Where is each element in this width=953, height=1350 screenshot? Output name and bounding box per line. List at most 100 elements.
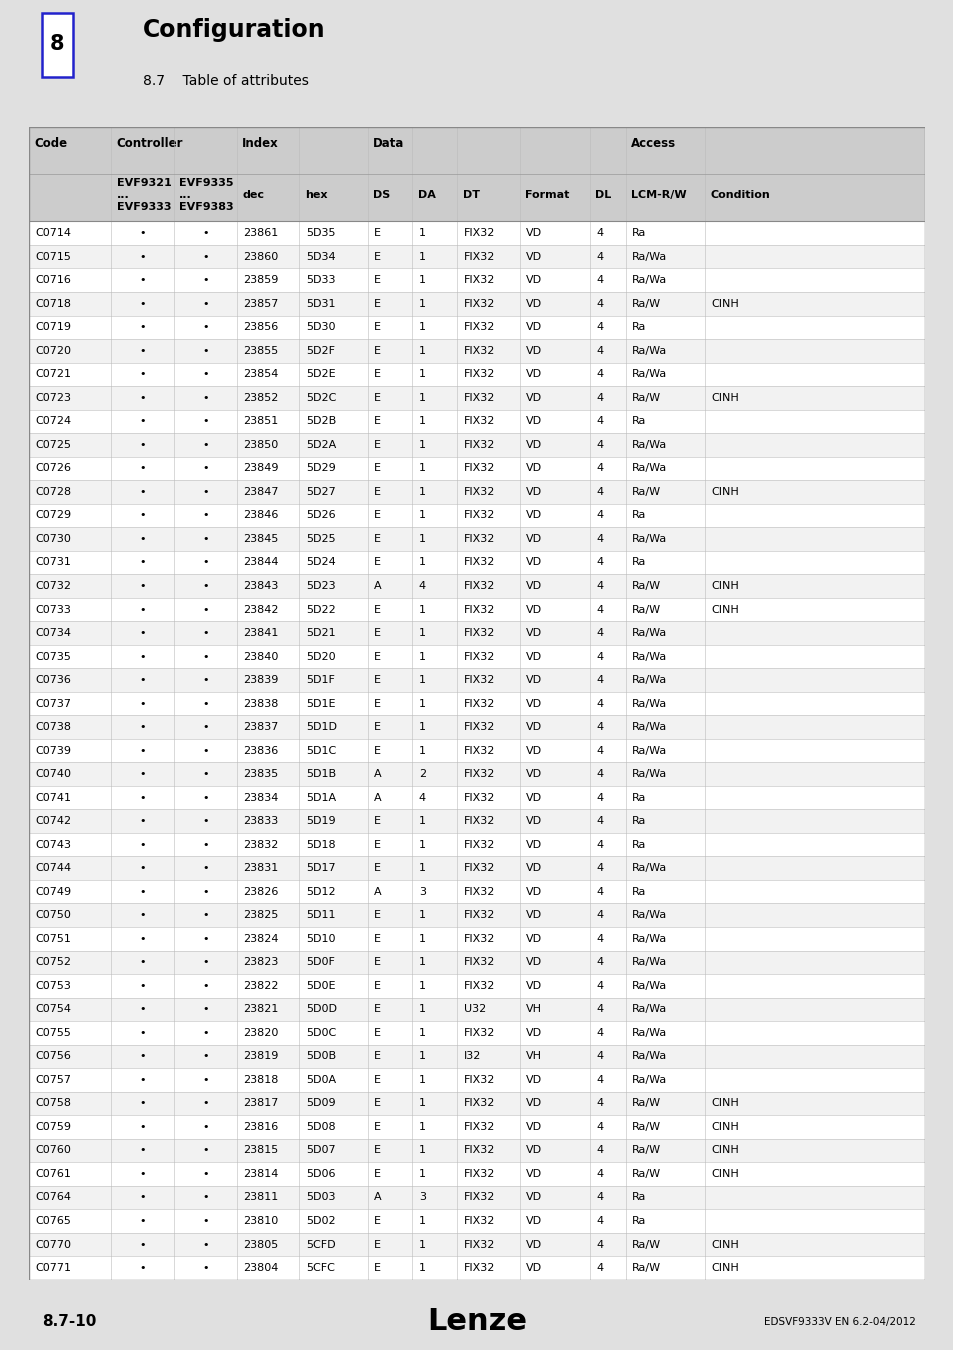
Text: 5D34: 5D34 [305, 251, 335, 262]
Text: FIX32: FIX32 [463, 981, 495, 991]
Text: C0729: C0729 [35, 510, 71, 521]
Text: CINH: CINH [710, 1169, 738, 1179]
Text: 4: 4 [596, 1099, 602, 1108]
Text: •: • [139, 1075, 146, 1085]
Text: E: E [374, 1239, 380, 1250]
Text: 5D19: 5D19 [305, 817, 335, 826]
Text: E: E [374, 745, 380, 756]
Text: FIX32: FIX32 [463, 863, 495, 873]
Text: VD: VD [526, 675, 542, 684]
Text: E: E [374, 1027, 380, 1038]
Text: FIX32: FIX32 [463, 722, 495, 732]
Text: E: E [374, 957, 380, 968]
Text: Code: Code [34, 138, 67, 150]
Text: E: E [374, 1145, 380, 1156]
Text: 1: 1 [418, 370, 425, 379]
Text: CINH: CINH [710, 1099, 738, 1108]
Text: C0728: C0728 [35, 487, 71, 497]
Text: 5D0D: 5D0D [305, 1004, 336, 1014]
Text: VD: VD [526, 1239, 542, 1250]
Text: •: • [202, 510, 209, 521]
Text: A: A [374, 887, 381, 896]
Text: 1: 1 [418, 863, 425, 873]
Text: •: • [139, 535, 146, 544]
Text: 5D17: 5D17 [305, 863, 335, 873]
Text: 23860: 23860 [243, 251, 278, 262]
Text: C0757: C0757 [35, 1075, 71, 1085]
Text: 5D0A: 5D0A [305, 1075, 335, 1085]
Text: C0755: C0755 [35, 1027, 71, 1038]
Bar [29, 481, 924, 504]
Text: •: • [202, 463, 209, 474]
Text: Data: Data [373, 138, 404, 150]
Text: •: • [202, 251, 209, 262]
Text: E: E [374, 1216, 380, 1226]
Bar [29, 856, 924, 880]
Text: FIX32: FIX32 [463, 1169, 495, 1179]
Text: FIX32: FIX32 [463, 487, 495, 497]
Bar [29, 1162, 924, 1185]
Bar [29, 833, 924, 856]
Text: •: • [202, 535, 209, 544]
Bar [29, 433, 924, 456]
Text: C0739: C0739 [35, 745, 71, 756]
Text: 5D10: 5D10 [305, 934, 335, 944]
Text: VD: VD [526, 745, 542, 756]
Text: VD: VD [526, 698, 542, 709]
Text: VD: VD [526, 1099, 542, 1108]
Text: Controller: Controller [116, 138, 183, 150]
Text: VD: VD [526, 652, 542, 662]
Text: 5D23: 5D23 [305, 580, 335, 591]
Text: FIX32: FIX32 [463, 298, 495, 309]
Text: 5D11: 5D11 [305, 910, 335, 921]
Text: Ra/Wa: Ra/Wa [632, 535, 667, 544]
Text: C0718: C0718 [35, 298, 71, 309]
Text: C0764: C0764 [35, 1192, 71, 1203]
Text: 1: 1 [418, 1099, 425, 1108]
Text: 4: 4 [596, 1145, 602, 1156]
Text: 23805: 23805 [243, 1239, 278, 1250]
Text: 4: 4 [596, 792, 602, 803]
Text: FIX32: FIX32 [463, 463, 495, 474]
Text: C0714: C0714 [35, 228, 71, 238]
Text: 4: 4 [596, 1075, 602, 1085]
Text: 1: 1 [418, 1004, 425, 1014]
Text: FIX32: FIX32 [463, 580, 495, 591]
Text: •: • [202, 1099, 209, 1108]
Text: 1: 1 [418, 652, 425, 662]
Text: •: • [139, 1216, 146, 1226]
Text: •: • [139, 1027, 146, 1038]
Text: E: E [374, 370, 380, 379]
Text: 1: 1 [418, 298, 425, 309]
Text: •: • [139, 463, 146, 474]
Text: 23814: 23814 [243, 1169, 278, 1179]
Text: Ra: Ra [632, 792, 646, 803]
Text: Ra: Ra [632, 1192, 646, 1203]
Text: 4: 4 [596, 981, 602, 991]
Bar [29, 810, 924, 833]
Text: VH: VH [526, 1052, 541, 1061]
Text: 23836: 23836 [243, 745, 278, 756]
Text: •: • [139, 698, 146, 709]
Text: •: • [139, 605, 146, 614]
Text: 1: 1 [418, 1216, 425, 1226]
Text: Ra/Wa: Ra/Wa [632, 463, 667, 474]
Bar [29, 691, 924, 716]
Text: FIX32: FIX32 [463, 510, 495, 521]
Text: 4: 4 [596, 558, 602, 567]
Text: 23825: 23825 [243, 910, 278, 921]
Text: Ra/Wa: Ra/Wa [632, 698, 667, 709]
Text: 1: 1 [418, 558, 425, 567]
Text: 5D1D: 5D1D [305, 722, 336, 732]
Text: Ra/W: Ra/W [632, 298, 660, 309]
Text: FIX32: FIX32 [463, 792, 495, 803]
Text: 4: 4 [596, 1264, 602, 1273]
Text: VD: VD [526, 840, 542, 849]
Text: 5D2A: 5D2A [305, 440, 335, 450]
Text: VD: VD [526, 981, 542, 991]
Text: VD: VD [526, 769, 542, 779]
Text: 4: 4 [596, 1027, 602, 1038]
Text: FIX32: FIX32 [463, 251, 495, 262]
Text: Ra/W: Ra/W [632, 1239, 660, 1250]
Text: 1: 1 [418, 722, 425, 732]
